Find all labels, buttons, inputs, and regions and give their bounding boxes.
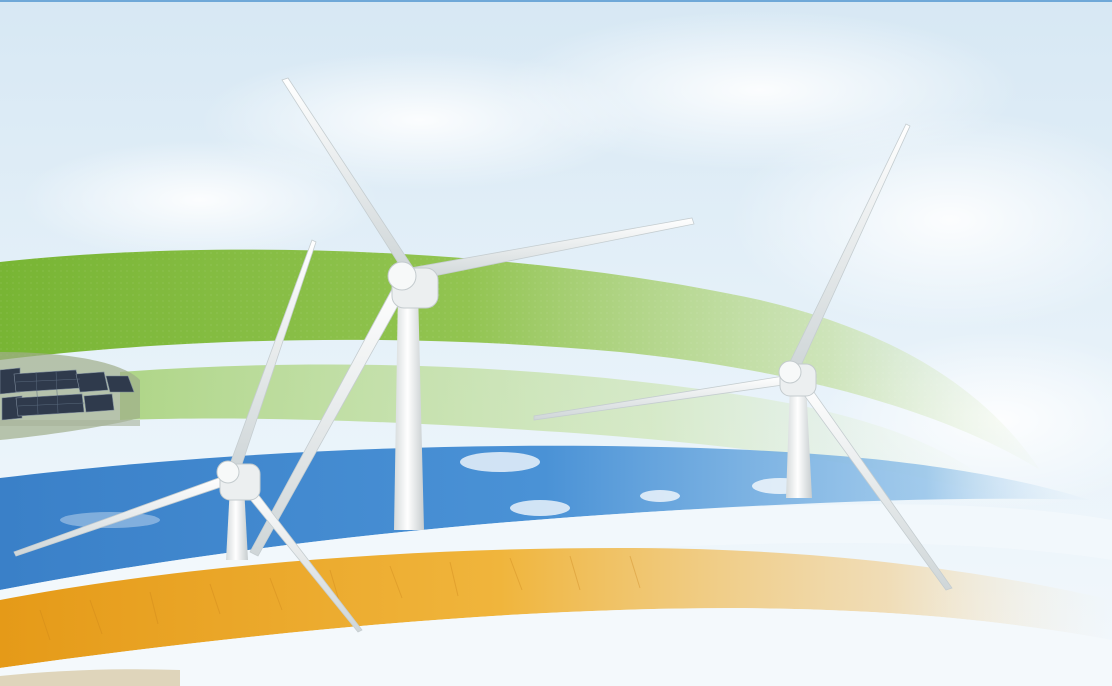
top-border xyxy=(0,0,1112,2)
solar-panel-array xyxy=(0,352,140,440)
blue-band xyxy=(0,445,1090,590)
wind-turbine-icon xyxy=(13,239,363,633)
wind-turbine-icon xyxy=(249,77,695,557)
wind-turbine-icon xyxy=(533,123,953,591)
gold-band xyxy=(0,548,1112,668)
wheat-texture xyxy=(39,555,641,641)
